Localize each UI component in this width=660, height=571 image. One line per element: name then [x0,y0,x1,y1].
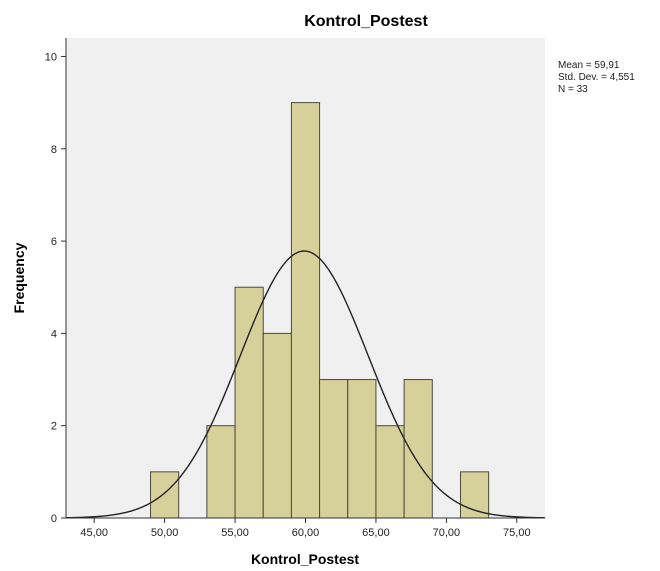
y-tick-label: 6 [51,236,57,248]
x-tick-label: 60,00 [292,527,320,539]
normal-curve [65,250,546,519]
x-axis-ticks: 45,00 50,00 55,00 60,00 65,00 70,00 75,00 [80,518,531,539]
y-tick-label: 0 [51,513,57,525]
y-axis-label: Frequency [11,242,27,313]
stats-box: Mean = 59,91 Std. Dev. = 4,551 N = 33 [558,60,635,95]
y-tick-label: 10 [45,51,57,63]
y-tick-label: 2 [51,421,57,433]
histogram-bar [459,471,490,519]
x-tick-label: 50,00 [151,527,179,539]
stat-mean: Mean = 59,91 [558,60,620,71]
histogram-bars [150,102,490,519]
chart-title: Kontrol_Postest [304,13,428,30]
histogram-bar [262,332,292,519]
histogram-bar [206,425,236,519]
x-axis-label: Kontrol_Postest [251,551,359,567]
x-tick-label: 75,00 [503,527,531,539]
histogram-bar [403,379,433,519]
stat-std-dev: Std. Dev. = 4,551 [558,72,635,83]
histogram-bar [347,379,377,519]
x-tick-label: 70,00 [433,527,461,539]
y-axis-ticks: 0 2 4 6 8 10 [45,51,66,525]
x-tick-label: 55,00 [221,527,249,539]
x-tick-label: 65,00 [362,527,390,539]
histogram-bar [234,286,264,519]
y-tick-label: 4 [51,328,57,340]
x-tick-label: 45,00 [80,527,108,539]
histogram-bar [290,102,321,519]
histogram-bar [375,425,405,519]
histogram-bar [319,379,349,519]
y-tick-label: 8 [51,144,57,156]
histogram-bar [150,471,180,519]
stat-n: N = 33 [558,84,588,95]
